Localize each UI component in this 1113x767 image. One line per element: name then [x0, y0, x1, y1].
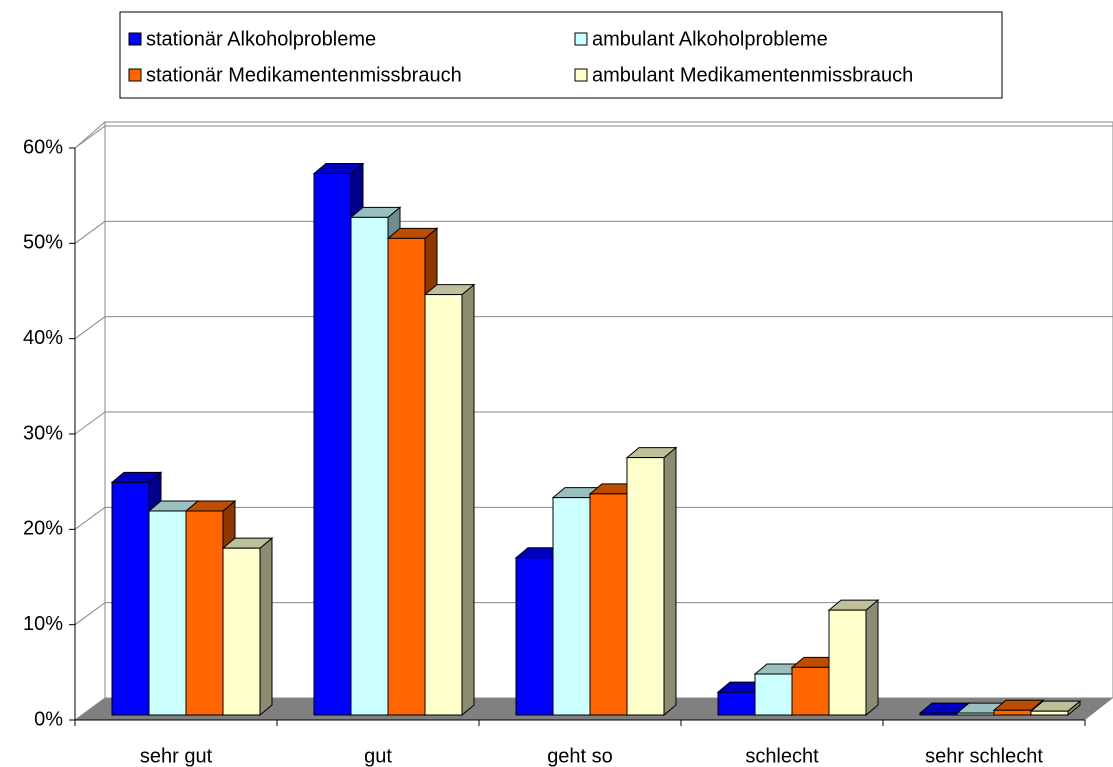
y-tick-label: 10% — [23, 613, 63, 635]
bar — [589, 493, 628, 716]
bar — [791, 666, 830, 716]
bar — [111, 481, 150, 716]
legend-label: stationär Medikamentenmissbrauch — [146, 64, 462, 86]
bar — [552, 497, 591, 716]
x-tick-label: sehr schlecht — [925, 745, 1043, 767]
bar — [626, 457, 665, 716]
grid-line — [74, 220, 106, 244]
legend-label: ambulant Alkoholprobleme — [592, 28, 828, 50]
y-tick-label: 0% — [34, 708, 63, 730]
grid-line — [74, 697, 106, 721]
legend-box — [119, 11, 1003, 99]
legend-swatch — [128, 32, 142, 46]
x-tick-label: gut — [364, 745, 392, 767]
bar — [148, 510, 187, 716]
bar-side — [663, 446, 677, 717]
bar — [424, 294, 463, 716]
bar — [956, 712, 995, 716]
legend-swatch — [128, 68, 142, 82]
legend-label: stationär Alkoholprobleme — [146, 28, 376, 50]
grid-line — [74, 411, 106, 435]
bar — [185, 510, 224, 716]
legend-swatch — [574, 32, 588, 46]
bar — [313, 173, 352, 716]
grid-line — [74, 506, 106, 530]
bar — [222, 547, 261, 716]
legend-swatch — [574, 68, 588, 82]
y-tick-label: 40% — [23, 327, 63, 349]
x-tick-label: geht so — [547, 745, 613, 767]
grid-line — [74, 602, 106, 626]
x-tick-label: schlecht — [745, 745, 819, 767]
bar — [828, 609, 867, 716]
bar — [717, 691, 756, 716]
bar — [754, 673, 793, 716]
bar — [387, 237, 426, 716]
wall-edge — [74, 121, 106, 149]
bar-side — [259, 537, 273, 717]
legend-label: ambulant Medikamentenmissbrauch — [592, 64, 913, 86]
bar — [515, 557, 554, 716]
bar — [1030, 710, 1069, 716]
y-tick-label: 30% — [23, 422, 63, 444]
grid-line — [74, 125, 106, 149]
bar — [919, 712, 958, 716]
y-tick-label: 50% — [23, 232, 63, 254]
y-tick-label: 20% — [23, 518, 63, 540]
grid-line — [74, 316, 106, 340]
bar — [350, 216, 389, 716]
bar — [993, 709, 1032, 716]
x-tick-label: sehr gut — [140, 745, 213, 767]
bar-side — [865, 599, 879, 717]
bar-side — [461, 283, 475, 717]
y-tick-label: 60% — [23, 136, 63, 158]
